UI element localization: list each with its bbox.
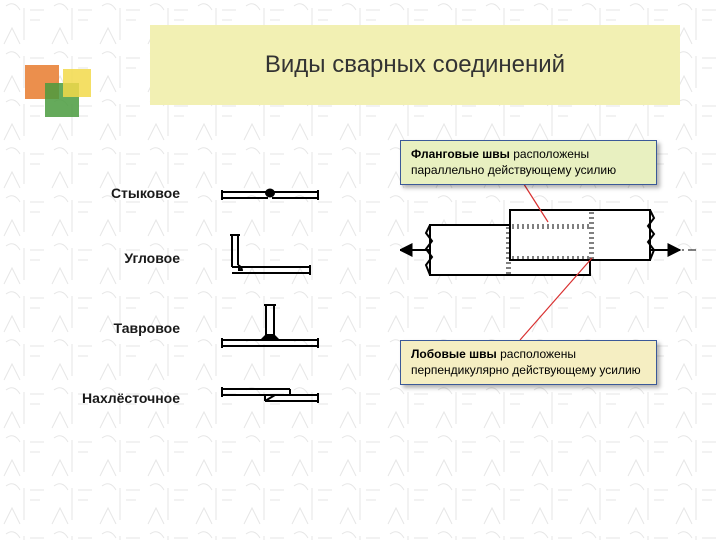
page-title: Виды сварных соединений — [265, 51, 565, 79]
title-bar: Виды сварных соединений — [150, 25, 680, 105]
joint-label: Угловое — [124, 250, 180, 266]
callout-flank-seams: Фланговые швы расположены параллельно де… — [400, 140, 657, 185]
joint-label: Тавровое — [114, 320, 180, 336]
callout-front-seams: Лобовые швы расположены перпендикулярно … — [400, 340, 657, 385]
joint-label: Нахлёсточное — [82, 390, 180, 406]
accent-squares — [25, 65, 95, 125]
joint-diagrams — [220, 175, 340, 425]
joint-label: Стыковое — [111, 185, 180, 201]
callout-bottom-bold: Лобовые швы — [411, 347, 497, 361]
callout-top-bold: Фланговые швы — [411, 147, 510, 161]
overlap-diagram — [400, 190, 700, 330]
